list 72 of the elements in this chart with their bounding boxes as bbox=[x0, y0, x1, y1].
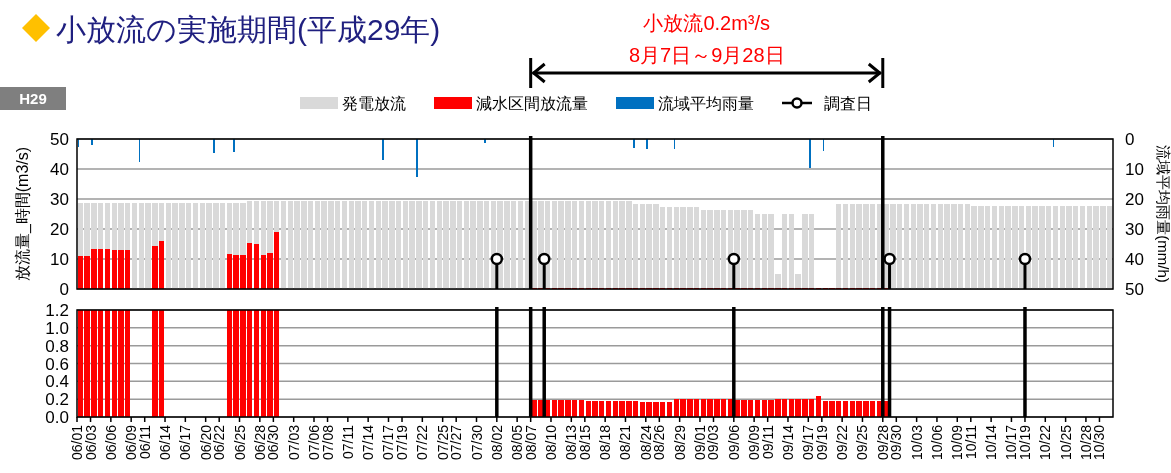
y-tick-label: 50 bbox=[50, 130, 69, 149]
y2-tick-label: 10 bbox=[1125, 160, 1144, 179]
x-tick-label: 08/24 bbox=[637, 424, 654, 461]
x-tick-label: 06/25 bbox=[231, 424, 248, 461]
x-tick-label: 07/25 bbox=[434, 424, 451, 461]
y-tick-label: 40 bbox=[50, 160, 69, 179]
y-tick-label: 0.8 bbox=[45, 336, 69, 356]
x-tick-label: 09/22 bbox=[834, 424, 851, 461]
y-tick-label: 20 bbox=[50, 220, 69, 239]
y2-tick-label: 40 bbox=[1125, 250, 1144, 269]
x-tick-label: 09/30 bbox=[888, 424, 905, 461]
x-tick-label: 10/03 bbox=[908, 424, 925, 461]
y2-tick-label: 50 bbox=[1125, 280, 1144, 299]
x-tick-label: 09/25 bbox=[854, 424, 871, 461]
y-tick-label: 0.0 bbox=[45, 408, 69, 427]
x-tick-label: 08/18 bbox=[597, 424, 614, 461]
y-tick-label: 30 bbox=[50, 190, 69, 209]
x-tick-label: 07/08 bbox=[319, 424, 336, 461]
x-tick-label: 08/26 bbox=[651, 424, 668, 461]
x-tick-label: 09/14 bbox=[779, 424, 796, 461]
x-tick-label: 07/30 bbox=[468, 424, 485, 461]
text: 8月7日～9月28日 bbox=[628, 44, 785, 66]
legend-label: 発電放流 bbox=[342, 95, 406, 112]
x-tick-label: 10/28 bbox=[1077, 424, 1094, 461]
x-tick-label: 06/06 bbox=[102, 424, 119, 461]
x-tick-label: 08/21 bbox=[617, 424, 634, 461]
x-tick-label: 09/01 bbox=[691, 424, 708, 461]
x-tick-label: 06/01 bbox=[69, 424, 85, 461]
y-axis-title: 放流量_時間(m3/s) bbox=[14, 146, 32, 282]
x-tick-label: 08/02 bbox=[488, 424, 505, 461]
y-tick-label: 10 bbox=[50, 250, 69, 269]
legend-label: 流域平均雨量 bbox=[658, 95, 754, 112]
legend-label: 減水区間放流量 bbox=[476, 95, 588, 112]
y-tick-label: 1.2 bbox=[45, 301, 69, 320]
y2-tick-label: 30 bbox=[1125, 220, 1144, 239]
x-tick-label: 07/22 bbox=[414, 424, 431, 461]
x-tick-label: 06/03 bbox=[82, 424, 99, 461]
text: H29 bbox=[19, 90, 47, 107]
x-tick-label: 07/03 bbox=[285, 424, 302, 461]
x-tick-label: 07/14 bbox=[360, 424, 377, 461]
x-tick-label: 07/11 bbox=[339, 424, 356, 459]
x-tick-label: 10/06 bbox=[928, 424, 945, 461]
y-tick-label: 0.6 bbox=[45, 354, 69, 374]
x-tick-label: 10/30 bbox=[1091, 424, 1108, 461]
x-tick-label: 09/06 bbox=[725, 424, 742, 461]
y2-axis-title: 流域平均雨量(mm/h) bbox=[1155, 145, 1171, 283]
y-tick-label: 0 bbox=[59, 280, 69, 299]
x-tick-label: 09/28 bbox=[874, 424, 891, 461]
x-tick-label: 06/14 bbox=[157, 424, 174, 461]
x-tick-label: 07/19 bbox=[394, 424, 411, 461]
x-tick-label: 10/25 bbox=[1057, 424, 1074, 461]
x-tick-label: 10/22 bbox=[1037, 424, 1054, 461]
x-tick-label: 06/30 bbox=[265, 424, 282, 461]
y-tick-label: 1.0 bbox=[45, 318, 69, 338]
x-tick-label: 06/20 bbox=[197, 424, 214, 461]
y2-tick-label: 0 bbox=[1125, 130, 1135, 149]
y-tick-label: 0.4 bbox=[45, 372, 69, 392]
x-tick-label: 07/27 bbox=[448, 424, 465, 461]
legend-label: 調査日 bbox=[824, 95, 872, 112]
x-tick-label: 08/29 bbox=[671, 424, 688, 461]
x-tick-label: 06/17 bbox=[177, 424, 194, 461]
y2-tick-label: 20 bbox=[1125, 190, 1144, 209]
x-tick-label: 06/28 bbox=[251, 424, 268, 461]
x-tick-label: 07/06 bbox=[305, 424, 322, 461]
x-tick-label: 09/03 bbox=[705, 424, 722, 461]
text: 小放流0.2m³/s bbox=[643, 12, 771, 34]
x-tick-label: 10/14 bbox=[983, 424, 1000, 461]
chart-title: 小放流の実施期間(平成29年) bbox=[56, 13, 441, 46]
x-tick-label: 06/22 bbox=[211, 424, 228, 461]
x-tick-label: 08/10 bbox=[542, 424, 559, 461]
x-tick-label: 07/17 bbox=[380, 424, 397, 461]
y-tick-label: 0.2 bbox=[45, 390, 69, 410]
